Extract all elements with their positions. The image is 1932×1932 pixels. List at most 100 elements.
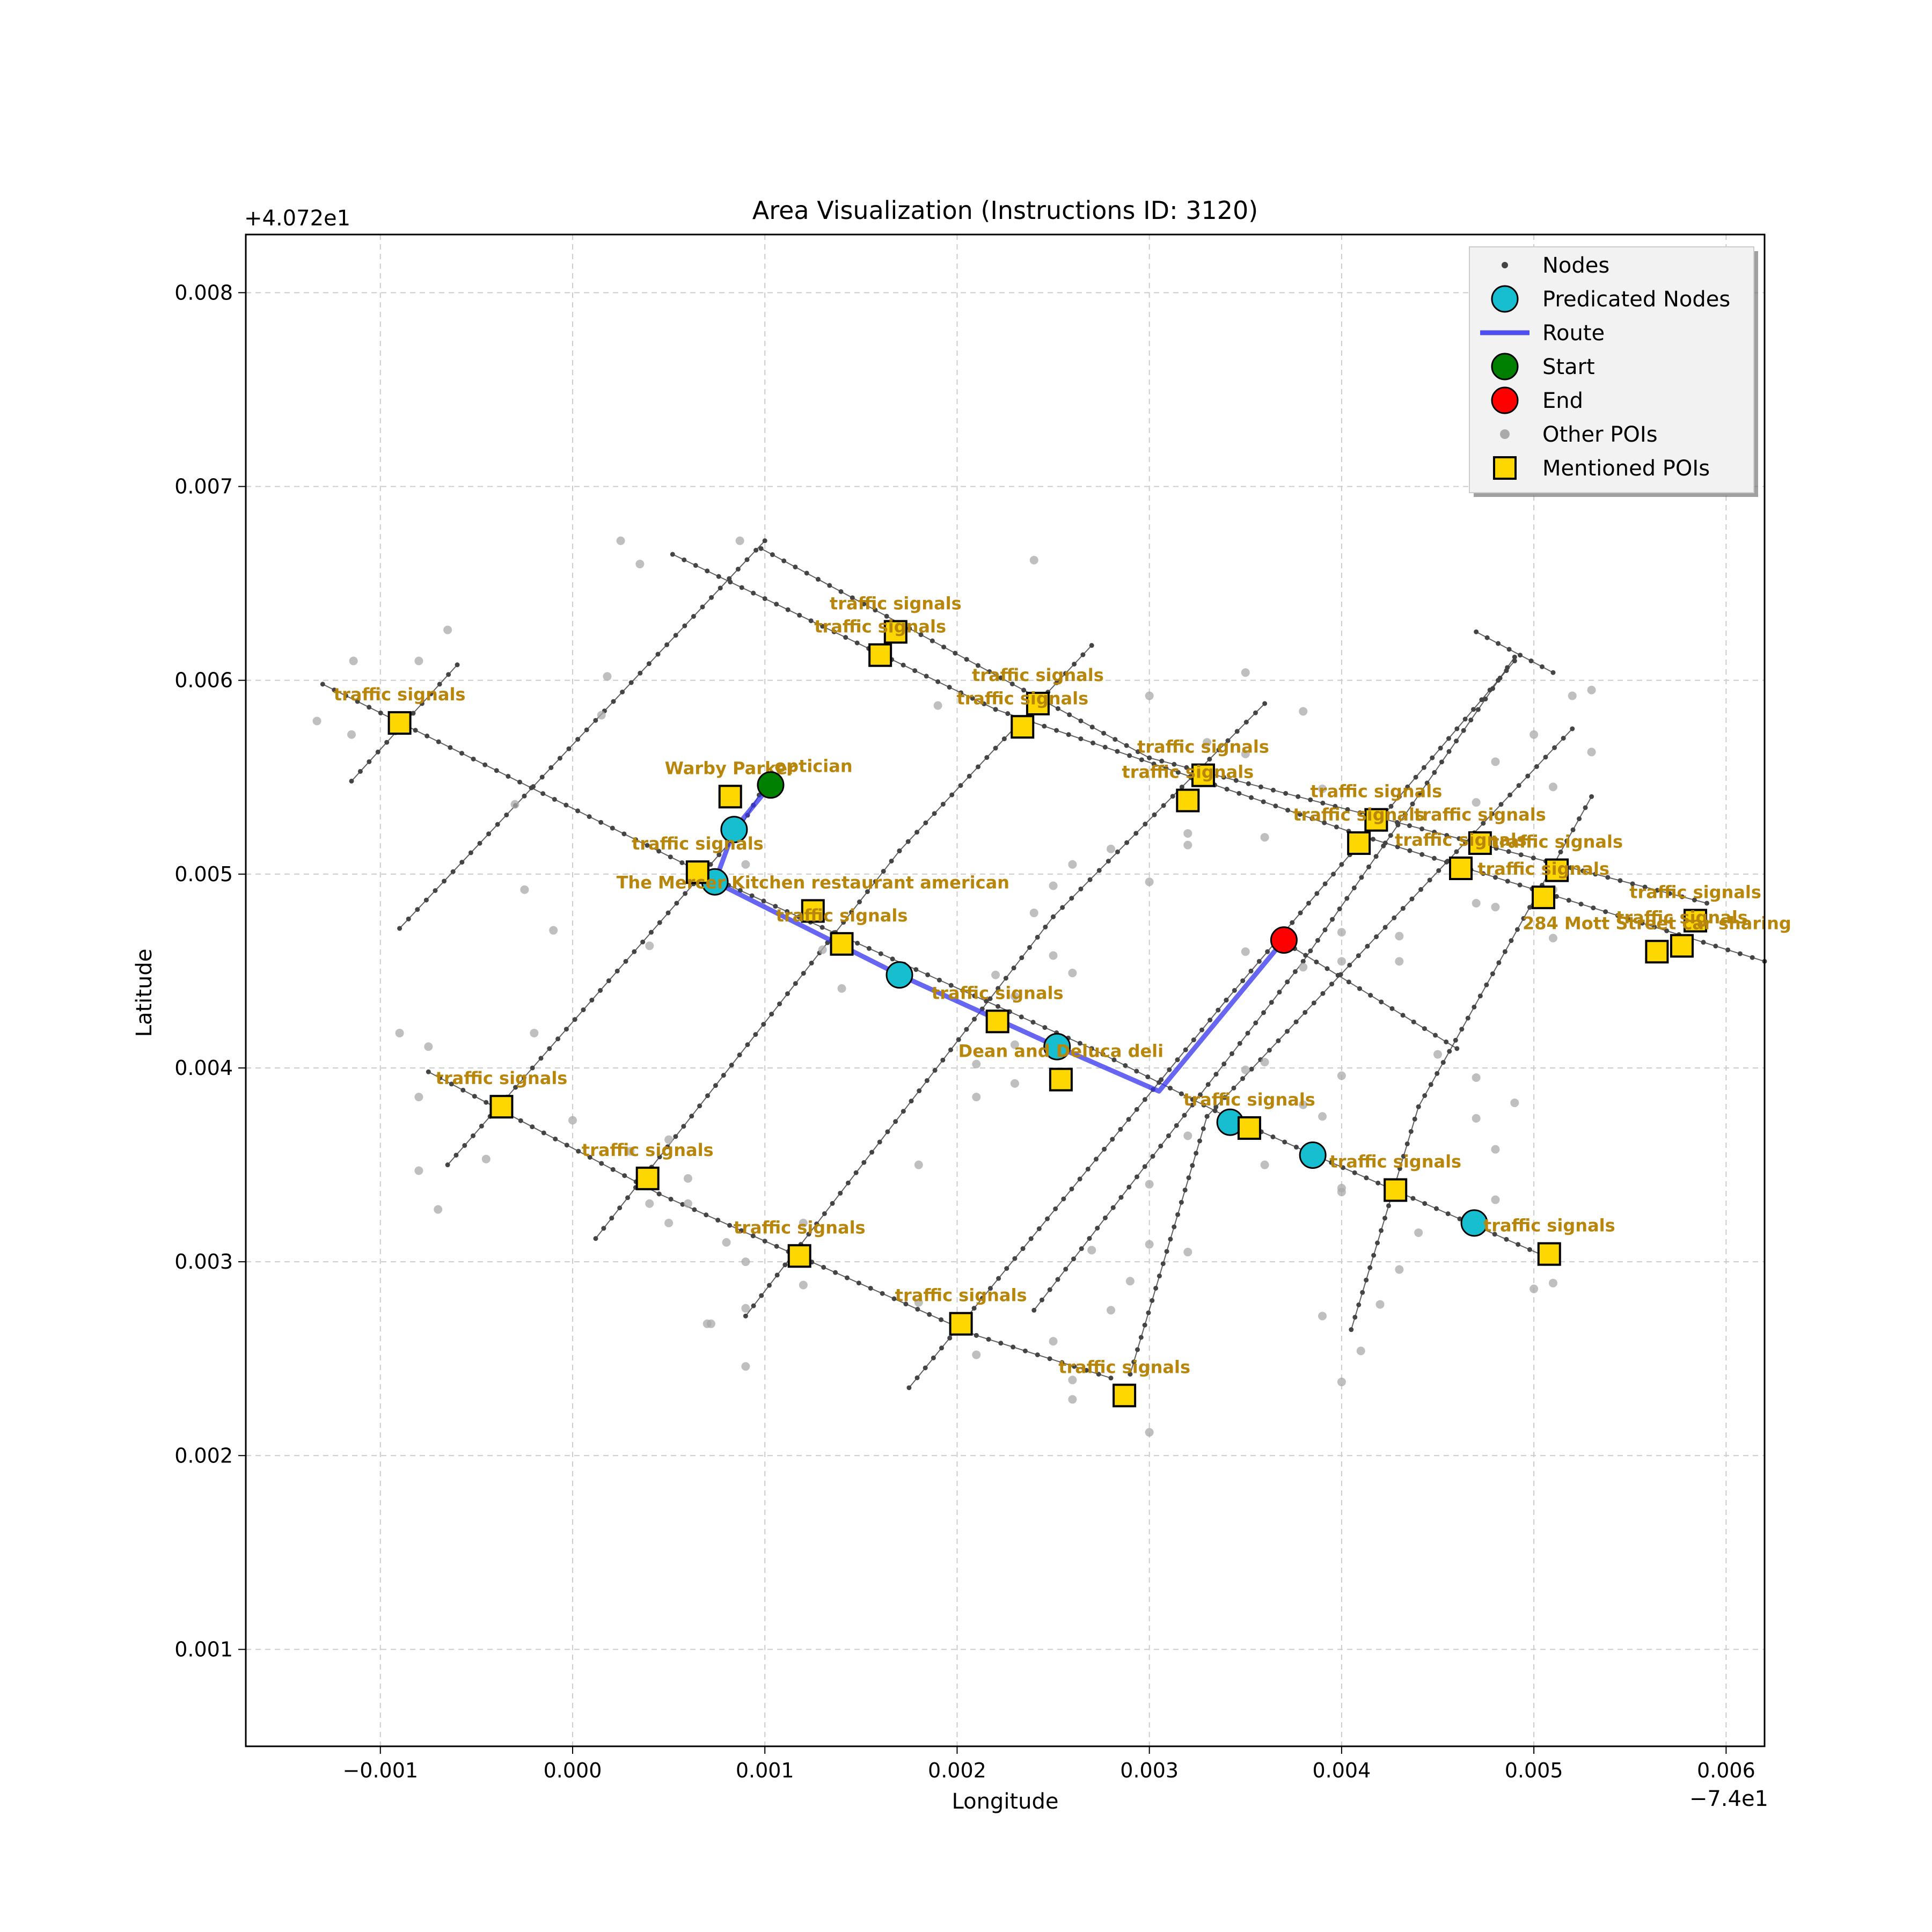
street-node xyxy=(1269,1000,1274,1005)
street-node xyxy=(598,819,604,825)
street-node xyxy=(745,1042,750,1048)
mentioned-poi-square xyxy=(1237,1116,1261,1140)
other-poi-dot xyxy=(1491,1195,1500,1204)
street-node xyxy=(1066,732,1071,737)
street-node xyxy=(1539,664,1545,669)
street-node xyxy=(1249,795,1254,800)
street-node xyxy=(814,1221,819,1227)
street-node xyxy=(656,848,662,854)
street-node xyxy=(1135,749,1140,755)
street-node xyxy=(668,854,673,860)
street-node xyxy=(689,1114,694,1119)
street-node xyxy=(1005,711,1011,716)
plot-frame xyxy=(245,233,1766,1747)
street-node xyxy=(611,699,616,704)
other-poi-dot xyxy=(1241,947,1250,956)
street-node xyxy=(1249,1066,1254,1072)
street-node xyxy=(1115,749,1120,754)
street-node xyxy=(1605,875,1611,880)
street-node xyxy=(1167,1067,1172,1072)
street-node xyxy=(1521,916,1526,921)
mentioned-poi-square xyxy=(1545,858,1569,882)
street-node xyxy=(1087,877,1093,882)
street-node xyxy=(885,1129,890,1135)
other-pois xyxy=(312,536,1596,1437)
street-node xyxy=(993,745,998,751)
street-node xyxy=(841,920,846,925)
street-node xyxy=(987,1286,993,1291)
mentioned-poi-label: traffic signals xyxy=(334,684,466,705)
street-node xyxy=(1157,1274,1162,1279)
street-node xyxy=(880,1291,885,1296)
street-node xyxy=(1566,898,1571,903)
street-node xyxy=(930,638,935,643)
street-node xyxy=(785,909,790,914)
street-node xyxy=(912,668,918,674)
street-node xyxy=(530,1124,535,1130)
street-node xyxy=(1258,784,1263,789)
legend-entry-label: Predicated Nodes xyxy=(1542,287,1730,312)
street-node xyxy=(925,972,931,977)
street-node xyxy=(1564,838,1570,844)
street-node xyxy=(809,961,814,966)
street-node xyxy=(683,891,688,896)
street-node xyxy=(857,899,862,905)
street-node xyxy=(804,570,809,576)
street-node xyxy=(1436,868,1441,873)
street-node xyxy=(1079,1246,1084,1252)
other-poi-dot xyxy=(1337,1188,1346,1197)
street-node xyxy=(1374,934,1379,940)
street-node xyxy=(781,558,787,564)
street-node xyxy=(1054,728,1059,733)
x-tick-label: 0.001 xyxy=(736,1759,794,1782)
street-node xyxy=(1043,924,1048,930)
street-node xyxy=(953,650,958,656)
street-node xyxy=(1346,979,1351,985)
street-node xyxy=(1552,745,1557,750)
other-poi-dot xyxy=(1529,730,1539,739)
street-node xyxy=(1514,927,1520,932)
street-node xyxy=(471,1133,476,1138)
street-node xyxy=(914,830,920,835)
other-poi-dot xyxy=(1010,992,1019,1001)
street-node xyxy=(442,879,447,884)
street-node xyxy=(1011,965,1016,971)
other-poi-dot xyxy=(1260,1160,1269,1169)
street-node xyxy=(1190,1102,1195,1108)
street-node xyxy=(901,1109,906,1114)
street-node xyxy=(1345,807,1350,812)
street-node xyxy=(1106,859,1111,864)
street-node xyxy=(1221,774,1226,780)
other-poi-dot xyxy=(1260,1058,1269,1067)
mentioned-poi-square xyxy=(883,620,908,644)
street-node xyxy=(1256,958,1262,964)
street-node xyxy=(1477,993,1483,999)
other-poi-dot xyxy=(1356,1346,1365,1356)
street-node xyxy=(1161,803,1166,808)
other-poi-dot xyxy=(424,1042,433,1051)
other-poi-dot xyxy=(1299,1100,1308,1109)
x-tick-label: 0.004 xyxy=(1313,1759,1371,1782)
street-node xyxy=(924,1078,930,1083)
street-node xyxy=(557,756,562,761)
street-node xyxy=(1229,1051,1234,1056)
street-node xyxy=(984,755,990,760)
street-node xyxy=(1445,859,1450,864)
other-poi-dot xyxy=(1145,1428,1154,1437)
street-node xyxy=(1704,901,1710,906)
predicated-node-marker xyxy=(885,961,913,989)
street-node xyxy=(750,1233,756,1239)
other-poi-dot xyxy=(1491,903,1500,912)
street-node xyxy=(987,996,993,1001)
mentioned-poi-square xyxy=(387,711,412,735)
street-node xyxy=(715,1218,721,1223)
street-node xyxy=(1224,998,1229,1003)
mentioned-poi-label: traffic signals xyxy=(582,1140,714,1160)
street-node xyxy=(753,1032,758,1037)
other-poi-dot xyxy=(1049,951,1058,960)
street-node xyxy=(587,814,592,819)
other-poi-dot xyxy=(1183,1248,1192,1257)
street-node xyxy=(1400,906,1406,911)
mentioned-poi-label: The Mercer Kitchen restaurant american xyxy=(617,872,1009,892)
